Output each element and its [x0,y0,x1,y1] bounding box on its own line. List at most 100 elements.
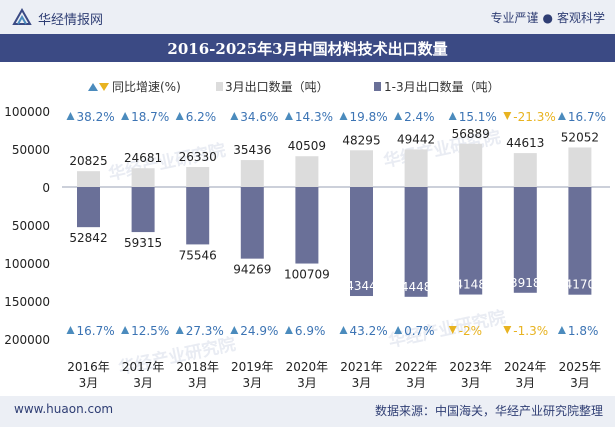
march-bar [459,143,483,187]
march-value-label: 56889 [452,127,490,141]
x-tick-label-month: 3月 [515,376,535,390]
x-tick-label-month: 3月 [242,376,262,390]
cumulative-bar [350,187,373,297]
footer-source: 数据来源：中国海关，华经产业研究院整理 [374,404,603,418]
cumulative-value-label: 144484 [393,280,439,294]
cumulative-bar [186,187,210,245]
x-tick-label-year: 2021年 [340,360,383,374]
march-growth-label: 14.3% [295,110,333,124]
cumulative-growth-label: 6.9% [295,324,326,338]
cumulative-bar [240,187,264,259]
cumulative-growth-up-arrow-icon [339,326,348,334]
x-tick-label-month: 3月 [188,376,208,390]
y-tick-label: 100000 [4,105,50,119]
growth-up-arrow-icon [339,112,348,120]
x-tick-label-year: 2023年 [449,360,492,374]
x-tick-label-year: 2025年 [559,360,602,374]
cumulative-growth-label: 1.8% [568,324,599,338]
march-growth-label: 2.4% [404,110,435,124]
cumulative-growth-label: 43.2% [350,324,388,338]
march-value-label: 35436 [233,143,271,157]
y-tick-label: 0 [42,181,50,195]
march-bar [404,149,428,187]
growth-up-arrow-icon [557,112,566,120]
march-bar [77,171,100,187]
march-bar [131,168,155,187]
x-tick-label-year: 2020年 [286,360,329,374]
legend-cumulative-swatch [374,82,381,91]
legend-cumulative-label: 1-3月出口数量（吨） [384,79,500,94]
growth-up-arrow-icon [121,112,130,120]
march-growth-label: 19.8% [350,110,388,124]
footer-bar [0,396,615,427]
growth-up-arrow-icon [230,112,239,120]
cumulative-growth-label: 16.7% [77,324,115,338]
cumulative-growth-up-arrow-icon [557,326,566,334]
march-value-label: 24681 [124,151,162,165]
x-tick-label-month: 3月 [297,376,317,390]
cumulative-growth-up-arrow-icon [394,326,403,334]
legend-march-label: 3月出口数量（吨） [225,79,329,94]
cumulative-growth-down-arrow-icon [503,326,512,334]
cumulative-growth-label: 27.3% [186,324,224,338]
cumulative-growth-up-arrow-icon [175,326,184,334]
march-growth-label: 38.2% [77,110,115,124]
growth-up-arrow-icon [448,112,457,120]
growth-up-arrow-icon [284,112,293,120]
cumulative-growth-label: 0.7% [404,324,435,338]
tagline: 专业严谨 ● 客观科学 [490,9,605,26]
x-tick-label-month: 3月 [352,376,372,390]
march-growth-label: 18.7% [131,110,169,124]
march-growth-label: 6.2% [186,110,217,124]
cumulative-bar [131,187,155,233]
chart-title: 2016-2025年3月中国材料技术出口数量 [167,40,448,58]
cumulative-value-label: 75546 [179,248,217,262]
cumulative-growth-down-arrow-icon [448,326,457,334]
cumulative-growth-label: -1.3% [513,324,548,338]
x-tick-label-year: 2016年 [67,360,110,374]
growth-up-arrow-icon [394,112,403,120]
cumulative-growth-up-arrow-icon [230,326,239,334]
march-growth-label: 15.1% [459,110,497,124]
cumulative-growth-label: 24.9% [240,324,278,338]
y-tick-label: 150000 [4,295,50,309]
title-band [0,34,615,62]
legend-march-swatch [216,82,223,91]
cumulative-growth-up-arrow-icon [284,326,293,334]
cumulative-value-label: 141709 [557,278,603,292]
tagline-2: 客观科学 [556,11,605,25]
y-tick-label: 100000 [4,257,50,271]
march-value-label: 40509 [288,139,326,153]
x-tick-label-year: 2017年 [122,360,165,374]
cumulative-growth-label: 12.5% [131,324,169,338]
march-bar [513,153,537,187]
march-value-label: 44613 [506,136,544,150]
cumulative-bar [295,187,319,264]
x-tick-label-year: 2018年 [176,360,219,374]
y-tick-label: 50000 [12,219,50,233]
x-tick-label-month: 3月 [406,376,426,390]
y-tick-label: 50000 [12,143,50,157]
top-bar [0,0,615,34]
x-tick-label-month: 3月 [570,376,590,390]
march-value-label: 49442 [397,132,435,146]
footer-website: www.huaon.com [14,402,114,416]
cumulative-value-label: 94269 [233,263,271,277]
cumulative-growth-label: -2% [459,324,482,338]
march-growth-label: 34.6% [240,110,278,124]
cumulative-bar [459,187,483,295]
cumulative-value-label: 141481 [448,278,494,292]
site-logo-icon [12,8,32,25]
growth-down-arrow-icon [503,112,512,120]
march-value-label: 20825 [69,154,107,168]
cumulative-growth-up-arrow-icon [66,326,75,334]
y-tick-label: 200000 [4,333,50,347]
march-bar [568,147,592,187]
legend-down-arrow-icon [99,83,109,91]
cumulative-bar [513,187,537,293]
march-value-label: 26330 [179,150,217,164]
march-value-label: 52052 [561,130,599,144]
legend-growth-label: 同比增速(%) [112,80,181,94]
march-bar [295,156,319,187]
